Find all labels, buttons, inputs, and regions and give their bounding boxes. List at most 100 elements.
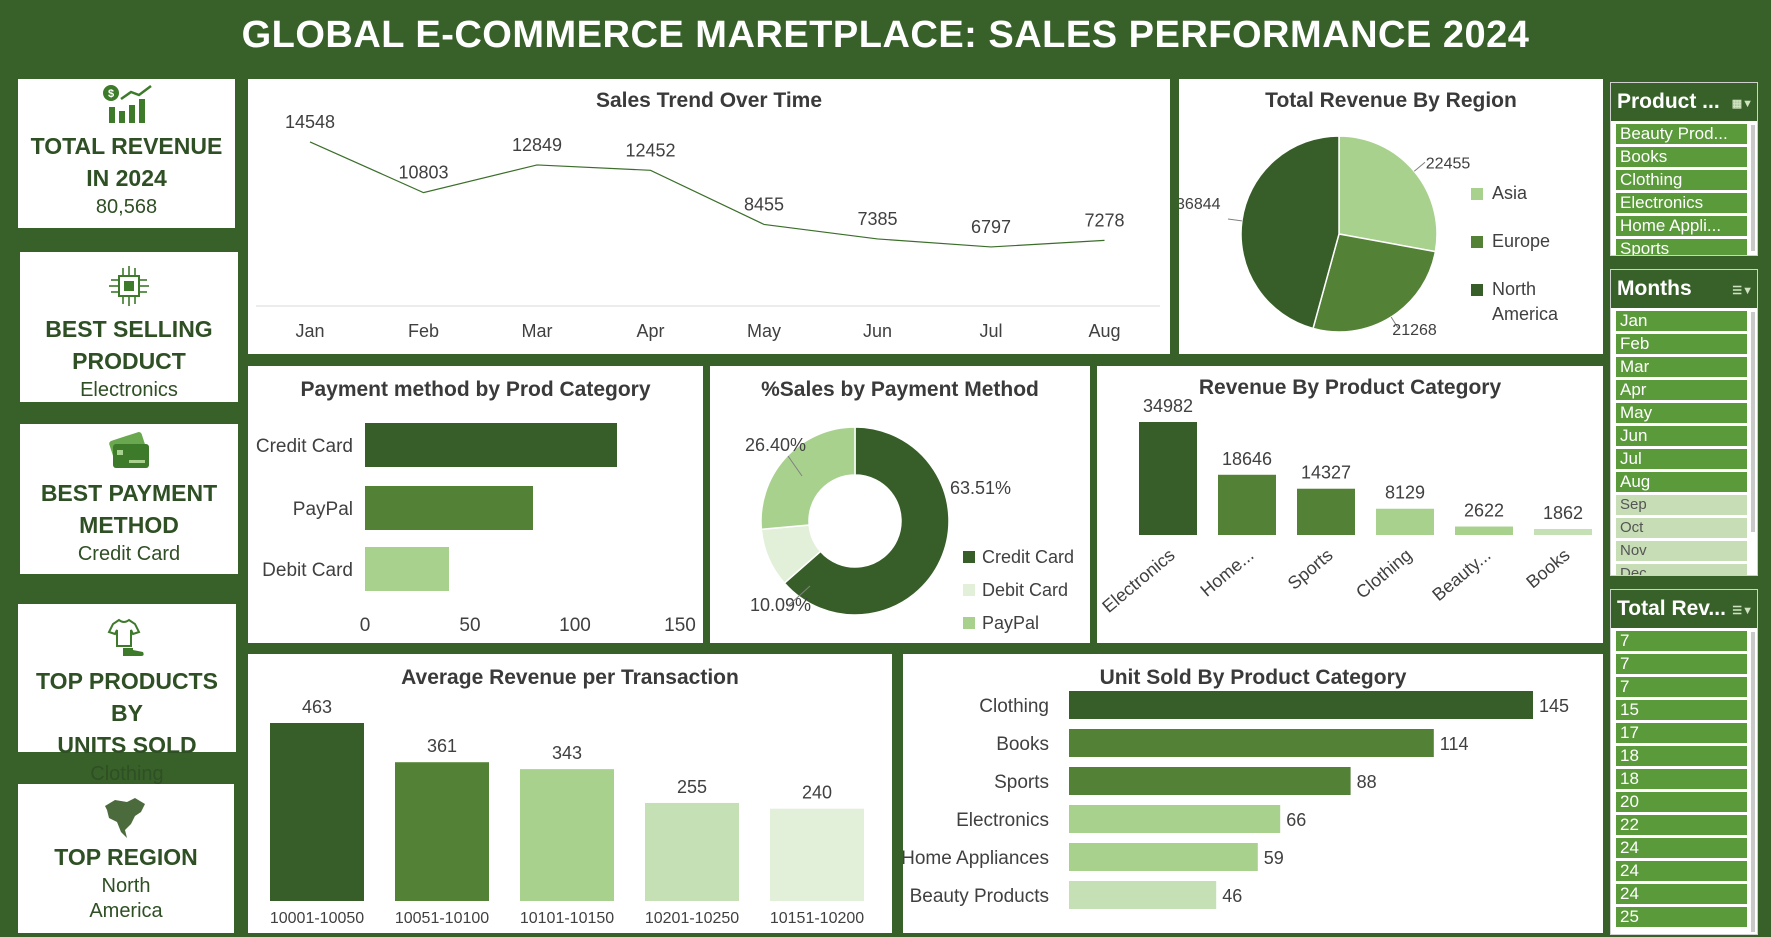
slicer-item[interactable]: Nov	[1616, 541, 1747, 561]
slicer-item[interactable]: Home Appli...	[1616, 216, 1747, 236]
slicer-item[interactable]: Oct	[1616, 518, 1747, 538]
bar	[365, 423, 617, 467]
bar	[1376, 508, 1434, 535]
slicer-item[interactable]: Jun	[1616, 426, 1747, 446]
slicer-item[interactable]: Dec	[1616, 564, 1747, 575]
dashboard-title: GLOBAL E-COMMERCE MARETPLACE: SALES PERF…	[241, 14, 1530, 56]
x-tick-label: 10101-10150	[520, 910, 614, 927]
slicer-item[interactable]: 18	[1616, 769, 1747, 789]
slicer-item[interactable]: May	[1616, 403, 1747, 423]
kpi-best-selling-product: BEST SELLING PRODUCT Electronics	[20, 252, 238, 402]
data-label: 7278	[1084, 210, 1124, 230]
data-label: 26.40%	[745, 435, 806, 455]
bar	[1455, 526, 1513, 535]
scrollbar[interactable]	[1751, 125, 1755, 251]
bar	[770, 808, 864, 901]
data-label: 343	[552, 743, 582, 763]
data-label: 18646	[1222, 449, 1272, 469]
scrollbar[interactable]	[1751, 312, 1755, 532]
x-tick-label: Jun	[863, 321, 892, 341]
slicer-item[interactable]: Sep	[1616, 495, 1747, 515]
months-slicer[interactable]: Months ☰▼ Jan Feb Mar Apr May Jun Jul Aug Sep Oct…	[1610, 269, 1758, 576]
slicer-item[interactable]: 25	[1616, 907, 1747, 927]
slicer-item[interactable]: Beauty Prod...	[1616, 124, 1747, 144]
kpi-value: Clothing	[90, 763, 164, 785]
x-tick-label: May	[747, 321, 781, 341]
leader-line	[787, 585, 811, 607]
x-tick-label: Clothing	[1352, 545, 1415, 603]
multiselect-icon[interactable]: ☰▼	[1732, 605, 1753, 617]
kpi-best-payment-method: BEST PAYMENT METHOD Credit Card	[20, 424, 238, 574]
slicer-item[interactable]: Books	[1616, 147, 1747, 167]
slicer-item[interactable]: 15	[1616, 700, 1747, 720]
data-label: 10803	[398, 163, 448, 183]
kpi-title-2: PRODUCT	[72, 348, 186, 374]
data-label: 8455	[744, 194, 784, 214]
product-slicer[interactable]: Product ... ▦▼ Beauty Prod... Books Clothi…	[1610, 82, 1758, 256]
legend-label: America	[1492, 304, 1559, 324]
y-tick-label: Books	[996, 734, 1049, 755]
x-tick-label: 50	[459, 615, 480, 636]
leader-line	[1227, 218, 1242, 222]
slicer-item[interactable]: Electronics	[1616, 193, 1747, 213]
total-revenue-slicer[interactable]: Total Rev... ☰▼ 7 7 7 15 17 18 18 20 22 24 24 24 25	[1610, 589, 1758, 935]
data-label: 2622	[1464, 501, 1504, 521]
bar	[1069, 881, 1217, 909]
chart-title: Payment method by Prod Category	[300, 378, 651, 401]
slicer-item[interactable]: 20	[1616, 792, 1747, 812]
kpi-value: Credit Card	[77, 543, 181, 565]
slicer-item[interactable]: 24	[1616, 884, 1747, 904]
kpi-value: Electronics	[80, 379, 178, 401]
slicer-item[interactable]: 22	[1616, 815, 1747, 835]
slicer-item[interactable]: Jan	[1616, 311, 1747, 331]
slicer-item[interactable]: Jul	[1616, 449, 1747, 469]
legend-label: North	[1492, 279, 1536, 299]
slicer-item[interactable]: Clothing	[1616, 170, 1747, 190]
chart-title: Revenue By Product Category	[1198, 376, 1502, 399]
pie-slice	[1338, 135, 1438, 253]
clothing-icon	[107, 618, 144, 656]
bar	[1297, 488, 1355, 535]
revenue-chart-icon: $	[102, 85, 152, 123]
slicer-item[interactable]: Feb	[1616, 334, 1747, 354]
slicer-item[interactable]: 24	[1616, 861, 1747, 881]
credit-card-icon	[109, 432, 149, 468]
slicer-item[interactable]: Apr	[1616, 380, 1747, 400]
kpi-title: BEST SELLING	[45, 316, 213, 342]
legend-label: PayPal	[982, 613, 1039, 633]
slicer-item[interactable]: 7	[1616, 631, 1747, 651]
slicer-item[interactable]: 18	[1616, 746, 1747, 766]
bar	[365, 547, 449, 591]
chart-title: Unit Sold By Product Category	[1099, 666, 1407, 689]
slicer-item[interactable]: 7	[1616, 677, 1747, 697]
data-label: 22455	[1426, 155, 1471, 172]
multiselect-icon[interactable]: ▦▼	[1731, 98, 1753, 110]
slicer-item[interactable]: 24	[1616, 838, 1747, 858]
payment-category-panel: Payment method by Prod Category Credit C…	[248, 366, 703, 643]
kpi-title-2: METHOD	[79, 512, 179, 538]
scrollbar[interactable]	[1751, 632, 1755, 932]
data-label: 14327	[1301, 463, 1351, 483]
data-label: 255	[677, 777, 707, 797]
multiselect-icon[interactable]: ☰▼	[1732, 285, 1753, 297]
legend-swatch	[1471, 284, 1483, 296]
slicer-item[interactable]: Aug	[1616, 472, 1747, 492]
bar	[1069, 691, 1533, 719]
slicer-item[interactable]: 7	[1616, 654, 1747, 674]
donut-slice	[783, 426, 950, 616]
slicer-title: Product ...	[1617, 90, 1720, 113]
legend-swatch	[1471, 236, 1483, 248]
x-tick-label: Feb	[408, 321, 439, 341]
slicer-item[interactable]: 17	[1616, 723, 1747, 743]
x-tick-label: Beauty...	[1428, 545, 1494, 605]
x-tick-label: 150	[664, 615, 696, 636]
slicer-item[interactable]: Sports	[1616, 239, 1747, 255]
data-label: 88	[1357, 772, 1377, 792]
kpi-value: 80,568	[95, 196, 158, 218]
kpi-top-products-units: TOP PRODUCTS BY UNITS SOLD Clothing	[18, 604, 236, 785]
avg-revenue-panel: Average Revenue per Transaction 463 10001…	[248, 654, 892, 933]
revenue-region-panel: Total Revenue By Region 22455 21268 36844 A…	[1179, 79, 1603, 354]
x-tick-label: Home...	[1196, 545, 1257, 601]
bar	[365, 486, 533, 530]
slicer-item[interactable]: Mar	[1616, 357, 1747, 377]
